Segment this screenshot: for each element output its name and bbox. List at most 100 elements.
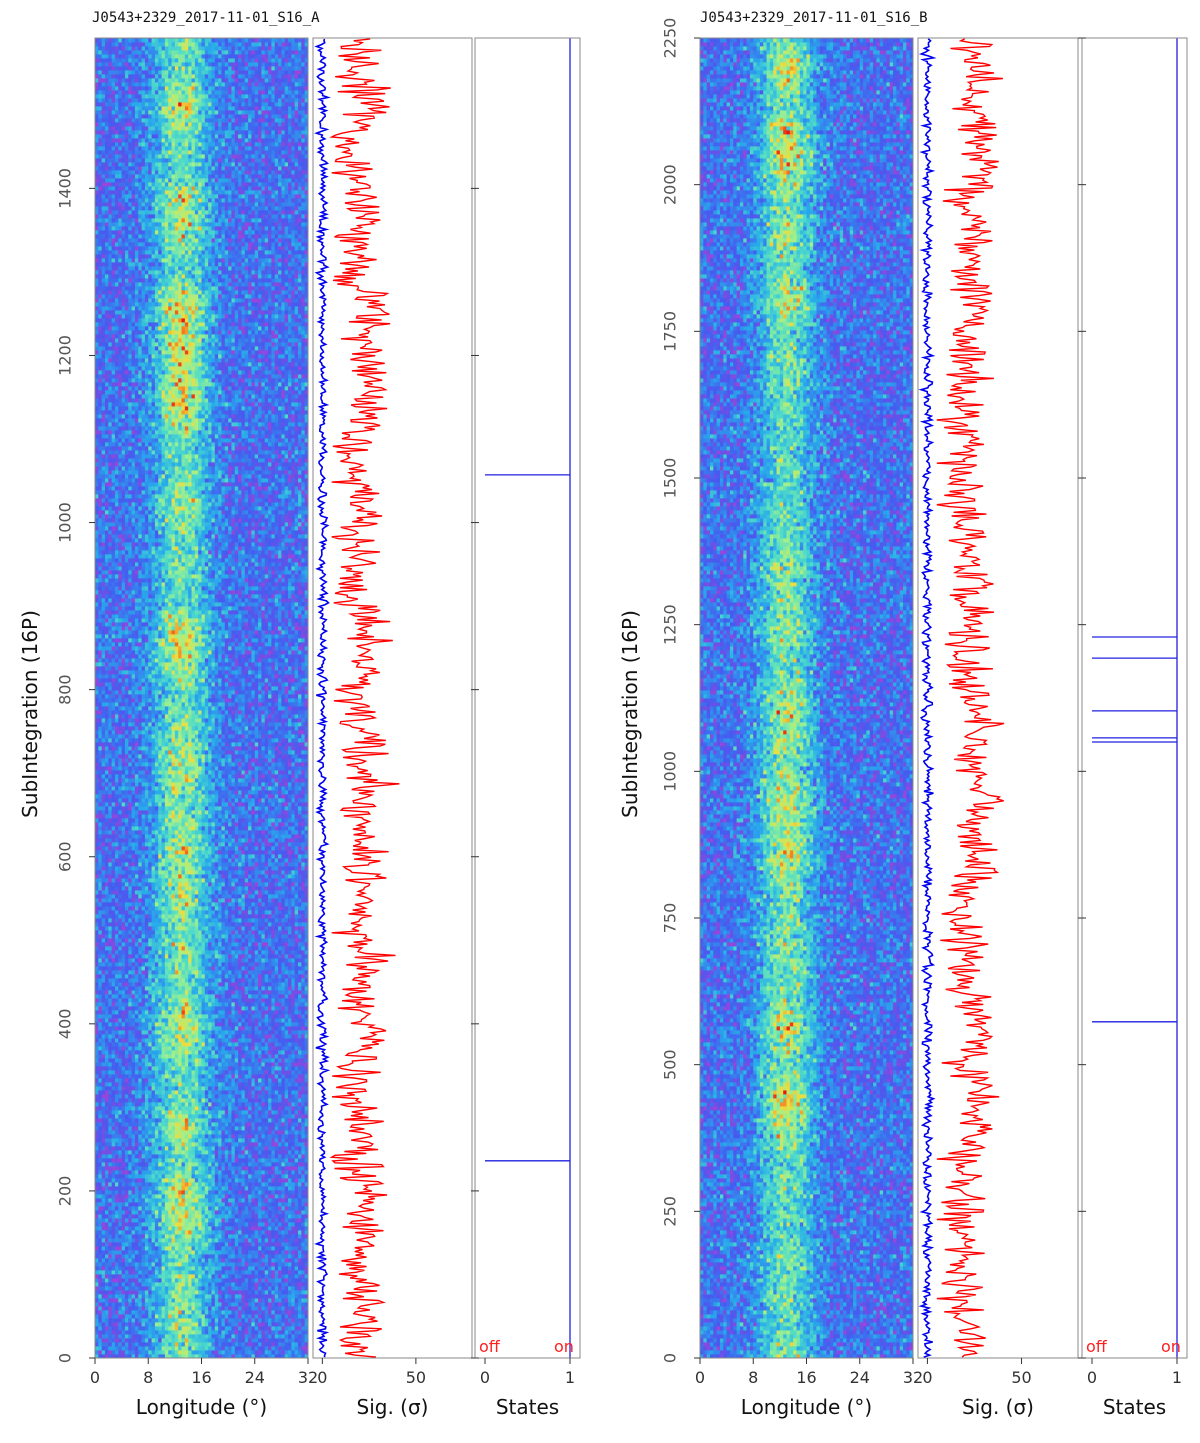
heatmap-cell <box>161 1094 166 1099</box>
heatmap-cell <box>201 1078 206 1083</box>
heatmap-cell <box>188 1354 192 1359</box>
heatmap-cell <box>208 1350 212 1355</box>
heatmap-cell <box>241 1110 246 1115</box>
heatmap-cell <box>264 1194 269 1199</box>
heatmap-cell <box>121 1138 126 1143</box>
heatmap-cell <box>174 1062 179 1067</box>
heatmap-cell <box>158 1282 162 1287</box>
heatmap-cell <box>138 1126 142 1131</box>
heatmap-cell <box>261 1110 266 1115</box>
heatmap-cell <box>234 1182 239 1187</box>
heatmap-cell <box>221 1158 226 1163</box>
heatmap-cell <box>198 1206 202 1211</box>
heatmap-cell <box>181 1174 186 1179</box>
heatmap-cell <box>98 1246 103 1251</box>
heatmap-cell <box>188 1218 192 1223</box>
heatmap-cell <box>114 1130 119 1135</box>
heatmap-cell <box>214 1190 219 1195</box>
heatmap-cell <box>191 1158 196 1163</box>
heatmap-cell <box>188 1246 192 1251</box>
heatmap-cell <box>291 1050 296 1055</box>
heatmap-cell <box>171 1202 176 1207</box>
heatmap-cell <box>281 1282 286 1287</box>
heatmap-cell <box>221 1070 226 1075</box>
heatmap-cell <box>238 1158 242 1163</box>
heatmap-cell <box>124 1278 129 1283</box>
heatmap-cell <box>284 1234 289 1239</box>
heatmap-cell <box>214 1054 219 1059</box>
heatmap-cell <box>108 1222 113 1227</box>
heatmap-cell <box>178 1126 182 1131</box>
heatmap-cell <box>151 1214 156 1219</box>
heatmap-cell <box>268 1242 272 1247</box>
heatmap-cell <box>221 1114 226 1119</box>
heatmap-cell <box>138 1354 142 1359</box>
heatmap-cell <box>108 1242 113 1247</box>
heatmap-cell <box>288 1278 292 1283</box>
heatmap-cell <box>241 1102 246 1107</box>
heatmap-cell <box>298 1306 302 1311</box>
heatmap-cell <box>121 1178 126 1183</box>
heatmap-cell <box>294 1086 299 1091</box>
heatmap-cell <box>258 1094 262 1099</box>
heatmap-cell <box>244 1286 249 1291</box>
heatmap-cell <box>188 1306 192 1311</box>
heatmap-cell <box>104 1286 109 1291</box>
heatmap-cell <box>171 1226 176 1231</box>
heatmap-cell <box>301 1306 306 1311</box>
heatmap-cell <box>264 1238 269 1243</box>
heatmap-cell <box>248 1310 252 1315</box>
heatmap-cell <box>298 1218 302 1223</box>
heatmap-cell <box>218 1346 222 1351</box>
heatmap-cell <box>241 1190 246 1195</box>
heatmap-cell <box>198 1266 202 1271</box>
heatmap-cell <box>244 1058 249 1063</box>
heatmap-cell <box>114 1342 119 1347</box>
heatmap-cell <box>181 1154 186 1159</box>
heatmap-cell <box>211 1314 216 1319</box>
heatmap-cell <box>108 1230 113 1235</box>
heatmap-cell <box>218 1198 222 1203</box>
heatmap-cell <box>95 1122 99 1127</box>
heatmap-cell <box>274 1350 279 1355</box>
heatmap-cell <box>158 1198 162 1203</box>
heatmap-cell <box>141 1330 146 1335</box>
heatmap-cell <box>158 1094 162 1099</box>
heatmap-cell <box>301 1238 306 1243</box>
heatmap-cell <box>248 1346 252 1351</box>
heatmap-cell <box>248 1150 252 1155</box>
heatmap-cell <box>121 1298 126 1303</box>
heatmap-cell <box>108 1134 113 1139</box>
heatmap-cell <box>158 1274 162 1279</box>
heatmap-cell <box>304 1278 309 1283</box>
heatmap-cell <box>138 1162 142 1167</box>
heatmap-cell <box>201 1062 206 1067</box>
heatmap-cell <box>198 1274 202 1279</box>
heatmap-cell <box>188 1150 192 1155</box>
heatmap-cell <box>154 1138 159 1143</box>
heatmap-cell <box>221 1074 226 1079</box>
heatmap-cell <box>204 1046 209 1051</box>
heatmap-cell <box>258 1350 262 1355</box>
heatmap-cell <box>238 1138 242 1143</box>
heatmap-cell <box>184 1158 189 1163</box>
heatmap-cell <box>174 1086 179 1091</box>
heatmap-cell <box>291 1150 296 1155</box>
heatmap-cell <box>238 1306 242 1311</box>
heatmap-cell <box>164 1162 169 1167</box>
heatmap-cell <box>211 1262 216 1267</box>
heatmap-cell <box>101 1194 106 1199</box>
heatmap-cell <box>141 1094 146 1099</box>
heatmap-cell <box>114 1190 119 1195</box>
heatmap-cell <box>281 1250 286 1255</box>
heatmap-cell <box>131 1322 136 1327</box>
heatmap-cell <box>178 1206 182 1211</box>
heatmap-cell <box>218 1174 222 1179</box>
heatmap-cell <box>134 1098 139 1103</box>
heatmap-cell <box>194 1290 199 1295</box>
heatmap-cell <box>228 1066 232 1071</box>
heatmap-cell <box>278 1290 282 1295</box>
heatmap-cell <box>201 1066 206 1071</box>
heatmap-cell <box>118 1078 123 1083</box>
heatmap-cell <box>298 1190 302 1195</box>
